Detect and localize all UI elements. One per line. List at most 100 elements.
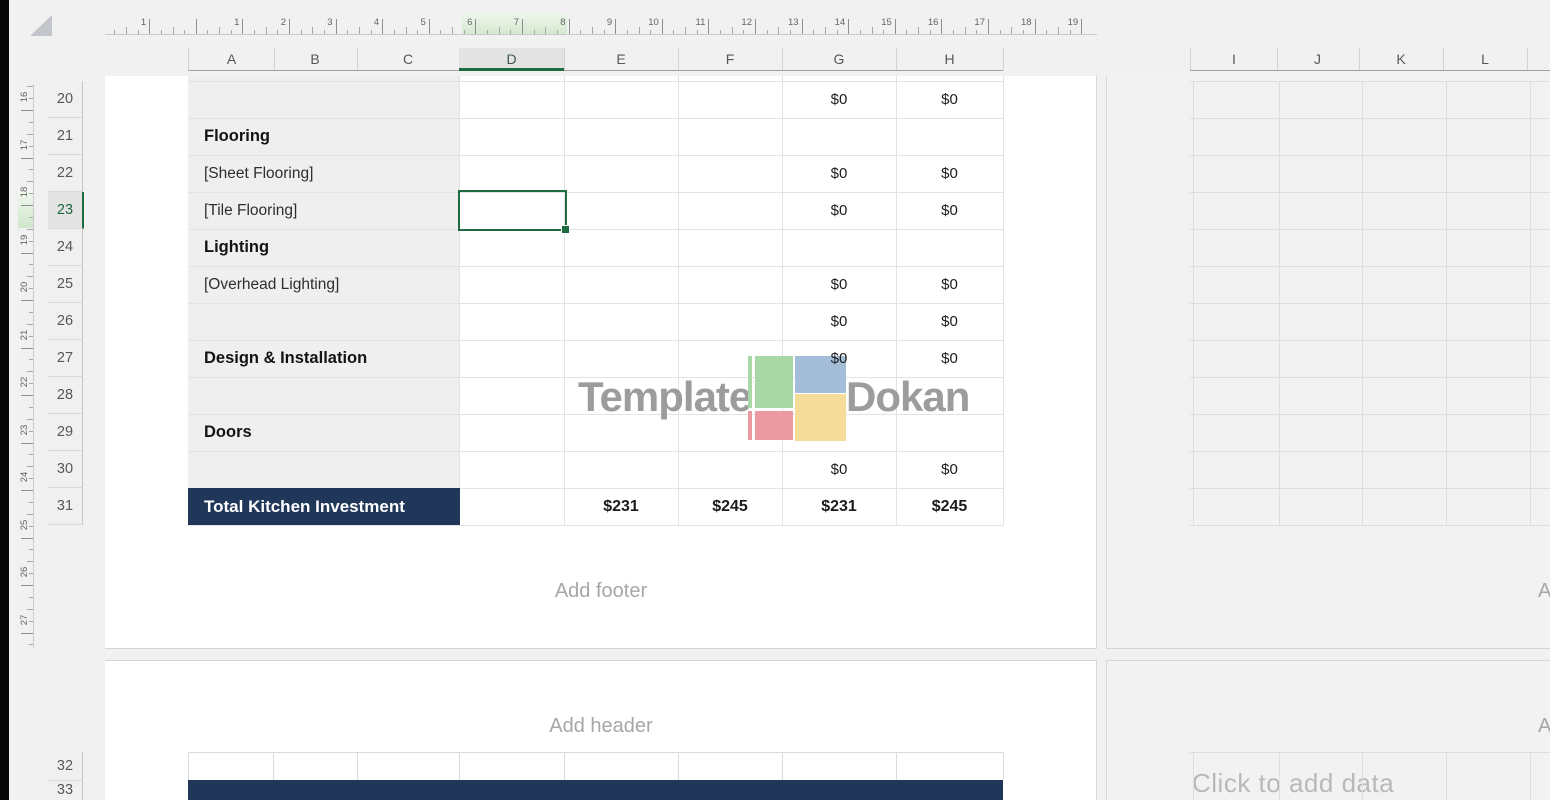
ruler-tick: [510, 30, 512, 34]
ruler-tick: [801, 19, 803, 34]
cell-G22[interactable]: $0: [830, 165, 848, 182]
ruler-tick: [568, 19, 570, 34]
ruler-tick: [242, 19, 244, 34]
row-label-cell-29[interactable]: Doors: [188, 414, 459, 451]
column-header-B[interactable]: B: [273, 48, 358, 70]
cell-H31[interactable]: $245: [931, 498, 968, 515]
fill-handle[interactable]: [561, 225, 570, 234]
column-header-I[interactable]: I: [1190, 48, 1278, 70]
ruler-tick: [29, 240, 33, 242]
cell-H30[interactable]: $0: [941, 461, 958, 478]
cell-G25[interactable]: $0: [830, 276, 848, 293]
gridline-v: [459, 76, 460, 525]
click-to-add-data-prompt[interactable]: Click to add data: [1192, 768, 1395, 798]
page1-footer-placeholder[interactable]: Add footer: [554, 580, 648, 602]
column-header-K[interactable]: K: [1359, 48, 1444, 70]
row-header-27[interactable]: 27: [48, 340, 83, 377]
cell-H20[interactable]: $0: [941, 91, 958, 108]
row-header-22[interactable]: 22: [48, 155, 83, 192]
column-header-G[interactable]: G: [782, 48, 897, 70]
row-header-31[interactable]: 31: [48, 488, 83, 525]
ruler-tick: [21, 490, 33, 491]
row-label-cell-30[interactable]: [188, 451, 459, 488]
column-header-C[interactable]: C: [357, 48, 460, 70]
cell-H26[interactable]: $0: [941, 313, 958, 330]
row-label-cell-20[interactable]: [188, 81, 459, 118]
ruler-tick: [603, 30, 605, 34]
ruler-tick: [1011, 27, 1013, 34]
row-header-28[interactable]: 28: [48, 377, 83, 414]
ruler-tick: [29, 311, 33, 313]
ruler-tick: [277, 30, 279, 34]
ruler-tick: [21, 205, 33, 206]
row-header-32[interactable]: 32: [48, 752, 83, 781]
row-header-20[interactable]: 20: [48, 81, 83, 118]
ruler-tick: [29, 644, 33, 646]
row-header-23[interactable]: 23: [48, 192, 84, 229]
ruler-tick: [859, 30, 861, 34]
column-header-J[interactable]: J: [1276, 48, 1360, 70]
row-header-26[interactable]: 26: [48, 303, 83, 340]
cell-F31[interactable]: $245: [712, 498, 748, 515]
cell-H23[interactable]: $0: [941, 202, 958, 219]
ruler-tick: [708, 19, 710, 34]
page2-header-placeholder[interactable]: Add header: [549, 715, 653, 737]
ruler-tick: [918, 27, 920, 34]
ruler-label: 4: [373, 17, 380, 28]
gridline-h: [188, 451, 1003, 452]
column-header-A[interactable]: A: [188, 48, 275, 70]
column-header-F[interactable]: F: [678, 48, 783, 70]
row-label-cell-28[interactable]: [188, 377, 459, 414]
gridline-h: [188, 414, 1003, 415]
cell-G31[interactable]: $231: [821, 498, 857, 515]
ruler-tick: [906, 30, 908, 34]
row-label-cell-22[interactable]: [Sheet Flooring]: [188, 155, 459, 192]
column-header-H[interactable]: H: [896, 48, 1004, 70]
cell-G27[interactable]: $0: [830, 350, 848, 367]
cell-H22[interactable]: $0: [941, 165, 958, 182]
row-label-cell-21[interactable]: Flooring: [188, 118, 459, 155]
gridline-v: [273, 752, 274, 780]
gridline-v: [896, 752, 897, 780]
selected-column-underline: [459, 67, 564, 71]
ruler-tick: [21, 347, 33, 349]
cell-G26[interactable]: $0: [830, 313, 848, 330]
row-header-30[interactable]: 30: [48, 451, 83, 488]
row-header-21[interactable]: 21: [48, 118, 83, 155]
gridline-h: [188, 303, 1003, 304]
gridline-v: [564, 76, 565, 525]
row-header-33[interactable]: 33: [48, 781, 83, 800]
ruler-tick: [27, 608, 33, 610]
cell-G20[interactable]: $0: [830, 91, 848, 108]
ruler-tick: [1069, 30, 1071, 34]
column-header-E[interactable]: E: [564, 48, 679, 70]
cell-G23[interactable]: $0: [830, 202, 848, 219]
ruler-tick: [988, 19, 989, 34]
gridline-h: [1190, 155, 1550, 156]
row-header-25[interactable]: 25: [48, 266, 83, 303]
ruler-label: 16: [19, 91, 30, 103]
total-row-bar-page2[interactable]: [188, 780, 1003, 800]
ruler-tick: [29, 193, 33, 195]
row-label-cell-26[interactable]: [188, 303, 459, 340]
total-row-label-cell[interactable]: Total Kitchen Investment: [188, 488, 460, 525]
row-label-cell-24[interactable]: Lighting: [188, 229, 459, 266]
page-right-empty-1[interactable]: [1106, 76, 1550, 649]
column-header-partial[interactable]: [1527, 48, 1550, 70]
row-label-cell-27[interactable]: Design & Installation: [188, 340, 459, 377]
row-label-cell-23[interactable]: [Tile Flooring]: [188, 192, 459, 229]
page-right-empty-2[interactable]: [1106, 660, 1550, 800]
cell-H25[interactable]: $0: [941, 276, 958, 293]
row-label-cell-25[interactable]: [Overhead Lighting]: [188, 266, 459, 303]
column-header-L[interactable]: L: [1443, 48, 1528, 70]
right-page2-header-placeholder-partial[interactable]: A: [1538, 715, 1550, 737]
right-page1-footer-placeholder-partial[interactable]: A: [1538, 580, 1550, 602]
selected-cell-outline-D23[interactable]: [458, 190, 570, 234]
gridline-h: [188, 340, 1003, 341]
row-header-24[interactable]: 24: [48, 229, 83, 266]
cell-H27[interactable]: $0: [941, 350, 958, 367]
row-header-29[interactable]: 29: [48, 414, 83, 451]
cell-E31[interactable]: $231: [603, 498, 639, 515]
column-header-D[interactable]: D: [459, 48, 565, 70]
cell-G30[interactable]: $0: [830, 461, 848, 478]
